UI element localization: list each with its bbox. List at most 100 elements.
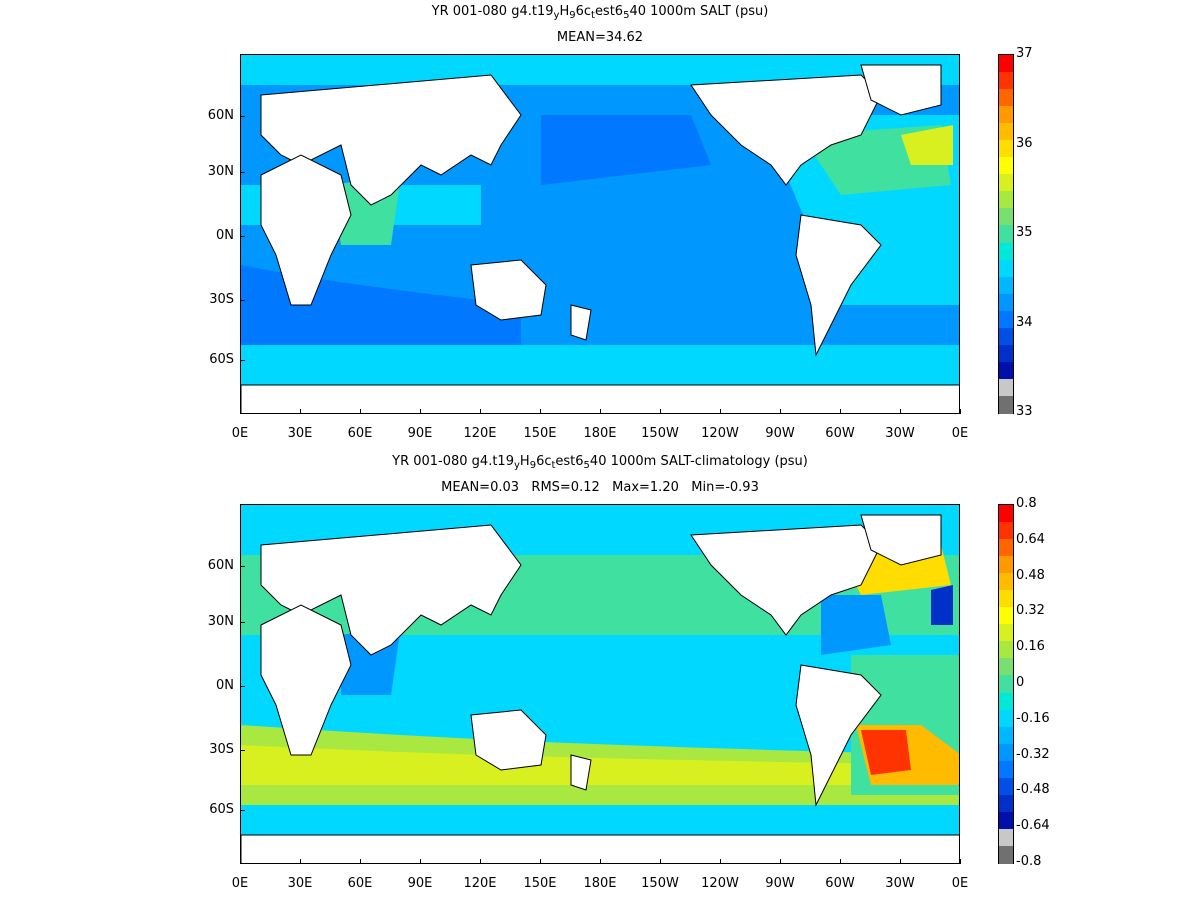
colorbar-segment [999, 72, 1013, 91]
top-y-label: 30S [209, 292, 234, 307]
top-colorbar [998, 54, 1014, 414]
colorbar-segment [999, 811, 1013, 830]
colorbar-segment [999, 760, 1013, 779]
top-x-tick [540, 409, 541, 414]
bottom-salinity-anomaly-map [240, 504, 960, 864]
colorbar-label: 33 [1016, 404, 1033, 419]
colorbar-label: 36 [1016, 135, 1033, 151]
top-x-tick [420, 409, 421, 414]
australia [470, 709, 547, 771]
bottom-x-tick [540, 859, 541, 864]
colorbar-label: -0.8 [1016, 854, 1042, 869]
top-x-label: 60W [825, 426, 855, 441]
bottom-x-label: 90E [407, 876, 433, 891]
bottom-x-label: 90W [765, 876, 795, 891]
south-america [795, 664, 882, 807]
colorbar-label: 35 [1016, 225, 1033, 240]
colorbar-label: 0.48 [1016, 567, 1045, 583]
bottom-x-label: 180E [583, 876, 617, 891]
colorbar-segment [999, 259, 1013, 278]
colorbar-segment [999, 777, 1013, 796]
top-x-tick [840, 409, 841, 414]
bottom-x-label: 0E [951, 876, 969, 891]
top-y-tick [240, 300, 245, 301]
greenland [860, 64, 942, 116]
colorbar-label: 0.32 [1016, 603, 1045, 619]
colorbar-segment [999, 505, 1013, 523]
bottom-x-tick [780, 859, 781, 864]
colorbar-segment [999, 828, 1013, 847]
top-map-svg [241, 55, 959, 413]
top-x-label: 120W [701, 426, 739, 441]
top-y-tick [240, 116, 245, 117]
australia [470, 259, 547, 321]
bottom-x-tick [960, 859, 961, 864]
bottom-y-label: 30N [207, 614, 234, 629]
colorbar-segment [999, 276, 1013, 295]
top-x-label: 30E [287, 426, 313, 441]
colorbar-segment [999, 845, 1013, 864]
colorbar-label: 34 [1016, 314, 1033, 330]
colorbar-label: 0.16 [1016, 639, 1045, 655]
colorbar-segment [999, 55, 1013, 73]
colorbar-label: -0.32 [1016, 746, 1050, 762]
bottom-y-label: 60S [209, 802, 234, 817]
top-x-tick [300, 409, 301, 414]
top-x-label: 0E [951, 426, 969, 441]
colorbar-segment [999, 675, 1013, 694]
colorbar-segment [999, 692, 1013, 711]
bottom-x-tick [720, 859, 721, 864]
top-x-tick [360, 409, 361, 414]
colorbar-label: 37 [1016, 46, 1033, 61]
top-y-label: 60N [207, 108, 234, 123]
bottom-x-label: 150E [523, 876, 557, 891]
top-x-label: 120E [463, 426, 497, 441]
bottom-x-label: 30W [885, 876, 915, 891]
colorbar-segment [999, 743, 1013, 762]
bottom-y-tick [240, 810, 245, 811]
bottom-panel-stats: MEAN=0.03 RMS=0.12 Max=1.20 Min=-0.93 [441, 480, 759, 495]
top-y-label: 30N [207, 164, 234, 179]
bottom-x-label: 30E [287, 876, 313, 891]
bottom-x-label: 60E [347, 876, 373, 891]
colorbar-segment [999, 658, 1013, 677]
bottom-map-svg [241, 505, 959, 863]
top-salinity-map [240, 54, 960, 414]
colorbar-label: 0 [1016, 675, 1025, 690]
bottom-y-tick [240, 750, 245, 751]
bottom-x-tick [660, 859, 661, 864]
bottom-y-tick [240, 622, 245, 623]
top-x-tick [960, 409, 961, 414]
bottom-x-tick [240, 859, 241, 864]
colorbar-segment [999, 726, 1013, 745]
top-x-label: 180E [583, 426, 617, 441]
bottom-y-label: 0N [216, 678, 234, 693]
colorbar-segment [999, 522, 1013, 541]
bottom-y-tick [240, 686, 245, 687]
top-x-label: 150W [641, 426, 679, 441]
colorbar-segment [999, 556, 1013, 575]
colorbar-segment [999, 361, 1013, 380]
colorbar-segment [999, 242, 1013, 261]
colorbar-segment [999, 106, 1013, 125]
colorbar-segment [999, 539, 1013, 558]
top-panel-title: YR 001-080 g4.t19yH96ctest6540 1000m SAL… [431, 4, 769, 21]
greenland [860, 514, 942, 566]
top-y-tick [240, 236, 245, 237]
colorbar-segment [999, 191, 1013, 210]
bottom-x-tick [420, 859, 421, 864]
bottom-x-tick [300, 859, 301, 864]
bottom-y-tick [240, 566, 245, 567]
colorbar-segment [999, 573, 1013, 592]
land-masses [241, 64, 959, 413]
bottom-y-label: 30S [209, 742, 234, 757]
top-x-label: 90W [765, 426, 795, 441]
top-y-tick [240, 172, 245, 173]
bottom-x-label: 150W [641, 876, 679, 891]
south-america [795, 214, 882, 357]
top-x-tick [720, 409, 721, 414]
bottom-x-tick [360, 859, 361, 864]
top-panel-stats: MEAN=34.62 [556, 30, 644, 45]
top-x-label: 0E [231, 426, 249, 441]
colorbar-label: -0.48 [1016, 782, 1050, 798]
